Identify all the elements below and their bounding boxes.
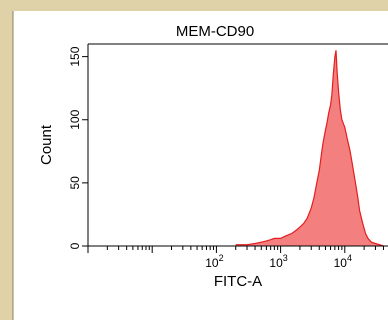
y-tick-label: 50 xyxy=(68,176,82,190)
y-axis-label: Count xyxy=(38,124,55,165)
plot-area xyxy=(235,50,384,246)
y-tick-label: 0 xyxy=(68,242,82,249)
histogram-outline xyxy=(235,50,384,246)
histogram-fill xyxy=(235,50,384,246)
chart-title: MEM-CD90 xyxy=(176,23,254,40)
x-axis-label: FITC-A xyxy=(214,273,262,290)
y-tick-label: 100 xyxy=(68,109,82,129)
y-axis-ticks: 0 50 100 150 xyxy=(68,46,88,249)
y-tick-label: 150 xyxy=(68,46,82,66)
